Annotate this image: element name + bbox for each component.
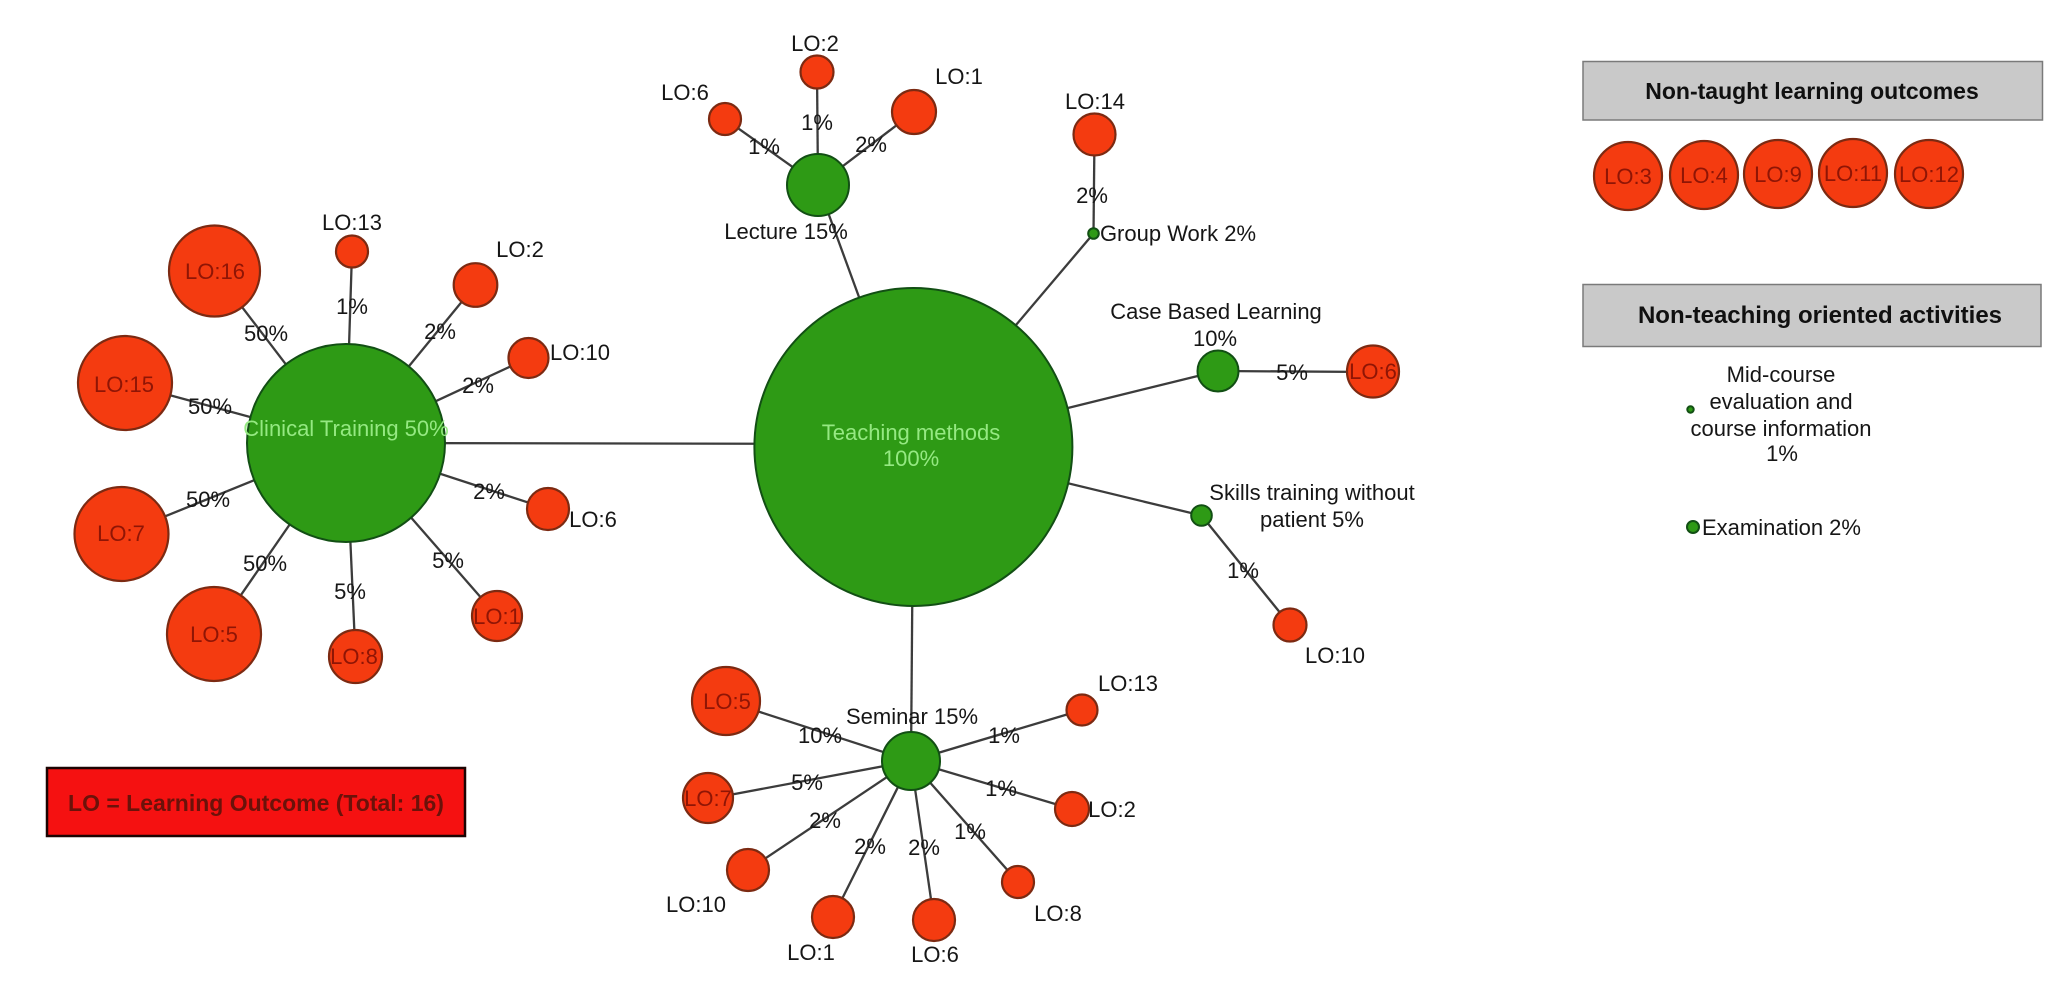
svg-text:5%: 5% [791, 770, 823, 795]
svg-text:LO:16: LO:16 [185, 259, 245, 284]
svg-text:Clinical Training 50%: Clinical Training 50% [243, 416, 448, 441]
svg-text:LO:2: LO:2 [1088, 797, 1136, 822]
svg-text:LO:9: LO:9 [1754, 162, 1802, 187]
svg-text:LO:6: LO:6 [569, 507, 617, 532]
svg-text:1%: 1% [954, 819, 986, 844]
svg-text:Case Based Learning: Case Based Learning [1110, 299, 1322, 324]
svg-text:LO:11: LO:11 [1824, 161, 1882, 186]
svg-text:2%: 2% [809, 808, 841, 833]
svg-text:Mid-course: Mid-course [1727, 362, 1836, 387]
svg-text:LO:10: LO:10 [666, 892, 726, 917]
svg-text:course information: course information [1691, 416, 1872, 441]
svg-text:LO:13: LO:13 [1098, 671, 1158, 696]
svg-text:10%: 10% [1193, 326, 1237, 351]
svg-text:1%: 1% [985, 776, 1017, 801]
svg-text:2%: 2% [1076, 183, 1108, 208]
svg-text:LO:10: LO:10 [1305, 643, 1365, 668]
svg-text:LO:12: LO:12 [1899, 162, 1959, 187]
svg-text:50%: 50% [243, 551, 287, 576]
svg-text:LO:7: LO:7 [97, 521, 145, 546]
svg-text:5%: 5% [334, 579, 366, 604]
svg-text:LO = Learning Outcome (Total:: LO = Learning Outcome (Total: 16) [68, 790, 444, 816]
svg-text:50%: 50% [244, 321, 288, 346]
svg-text:evaluation and: evaluation and [1709, 389, 1852, 414]
svg-text:Examination 2%: Examination 2% [1702, 515, 1861, 540]
svg-text:Non-taught learning outcomes: Non-taught learning outcomes [1645, 78, 1979, 104]
svg-text:2%: 2% [854, 834, 886, 859]
svg-text:Teaching methods: Teaching methods [822, 420, 1001, 445]
svg-text:10%: 10% [798, 723, 842, 748]
svg-text:LO:15: LO:15 [94, 372, 154, 397]
svg-text:Skills training without: Skills training without [1209, 480, 1414, 505]
svg-text:50%: 50% [186, 487, 230, 512]
svg-text:LO:1: LO:1 [787, 940, 835, 965]
svg-text:LO:4: LO:4 [1680, 163, 1728, 188]
svg-text:5%: 5% [432, 548, 464, 573]
svg-text:LO:1: LO:1 [473, 604, 521, 629]
svg-text:1%: 1% [748, 134, 780, 159]
svg-text:LO:6: LO:6 [1349, 359, 1397, 384]
svg-text:Seminar 15%: Seminar 15% [846, 704, 978, 729]
svg-text:LO:3: LO:3 [1604, 164, 1652, 189]
svg-text:LO:5: LO:5 [703, 689, 751, 714]
svg-text:2%: 2% [473, 479, 505, 504]
svg-text:Group Work 2%: Group Work 2% [1100, 221, 1256, 246]
svg-text:LO:6: LO:6 [661, 80, 709, 105]
svg-text:5%: 5% [1276, 360, 1308, 385]
svg-text:LO:1: LO:1 [935, 64, 983, 89]
svg-text:Lecture 15%: Lecture 15% [724, 219, 848, 244]
svg-text:LO:8: LO:8 [1034, 901, 1082, 926]
svg-text:2%: 2% [908, 835, 940, 860]
svg-text:100%: 100% [883, 446, 939, 471]
svg-text:LO:2: LO:2 [496, 237, 544, 262]
svg-text:2%: 2% [855, 132, 887, 157]
svg-text:1%: 1% [336, 294, 368, 319]
svg-text:LO:10: LO:10 [550, 340, 610, 365]
svg-text:patient 5%: patient 5% [1260, 507, 1364, 532]
svg-text:LO:6: LO:6 [911, 942, 959, 967]
svg-text:LO:7: LO:7 [684, 786, 732, 811]
svg-text:1%: 1% [988, 723, 1020, 748]
svg-text:LO:14: LO:14 [1065, 89, 1125, 114]
svg-text:Non-teaching oriented activiti: Non-teaching oriented activities [1638, 302, 2002, 329]
svg-text:LO:8: LO:8 [330, 644, 378, 669]
svg-text:LO:13: LO:13 [322, 210, 382, 235]
svg-text:LO:2: LO:2 [791, 31, 839, 56]
svg-text:1%: 1% [1766, 441, 1798, 466]
svg-text:2%: 2% [462, 373, 494, 398]
svg-text:2%: 2% [424, 319, 456, 344]
svg-text:1%: 1% [801, 110, 833, 135]
svg-text:1%: 1% [1227, 558, 1259, 583]
svg-text:LO:5: LO:5 [190, 622, 238, 647]
svg-text:50%: 50% [188, 394, 232, 419]
